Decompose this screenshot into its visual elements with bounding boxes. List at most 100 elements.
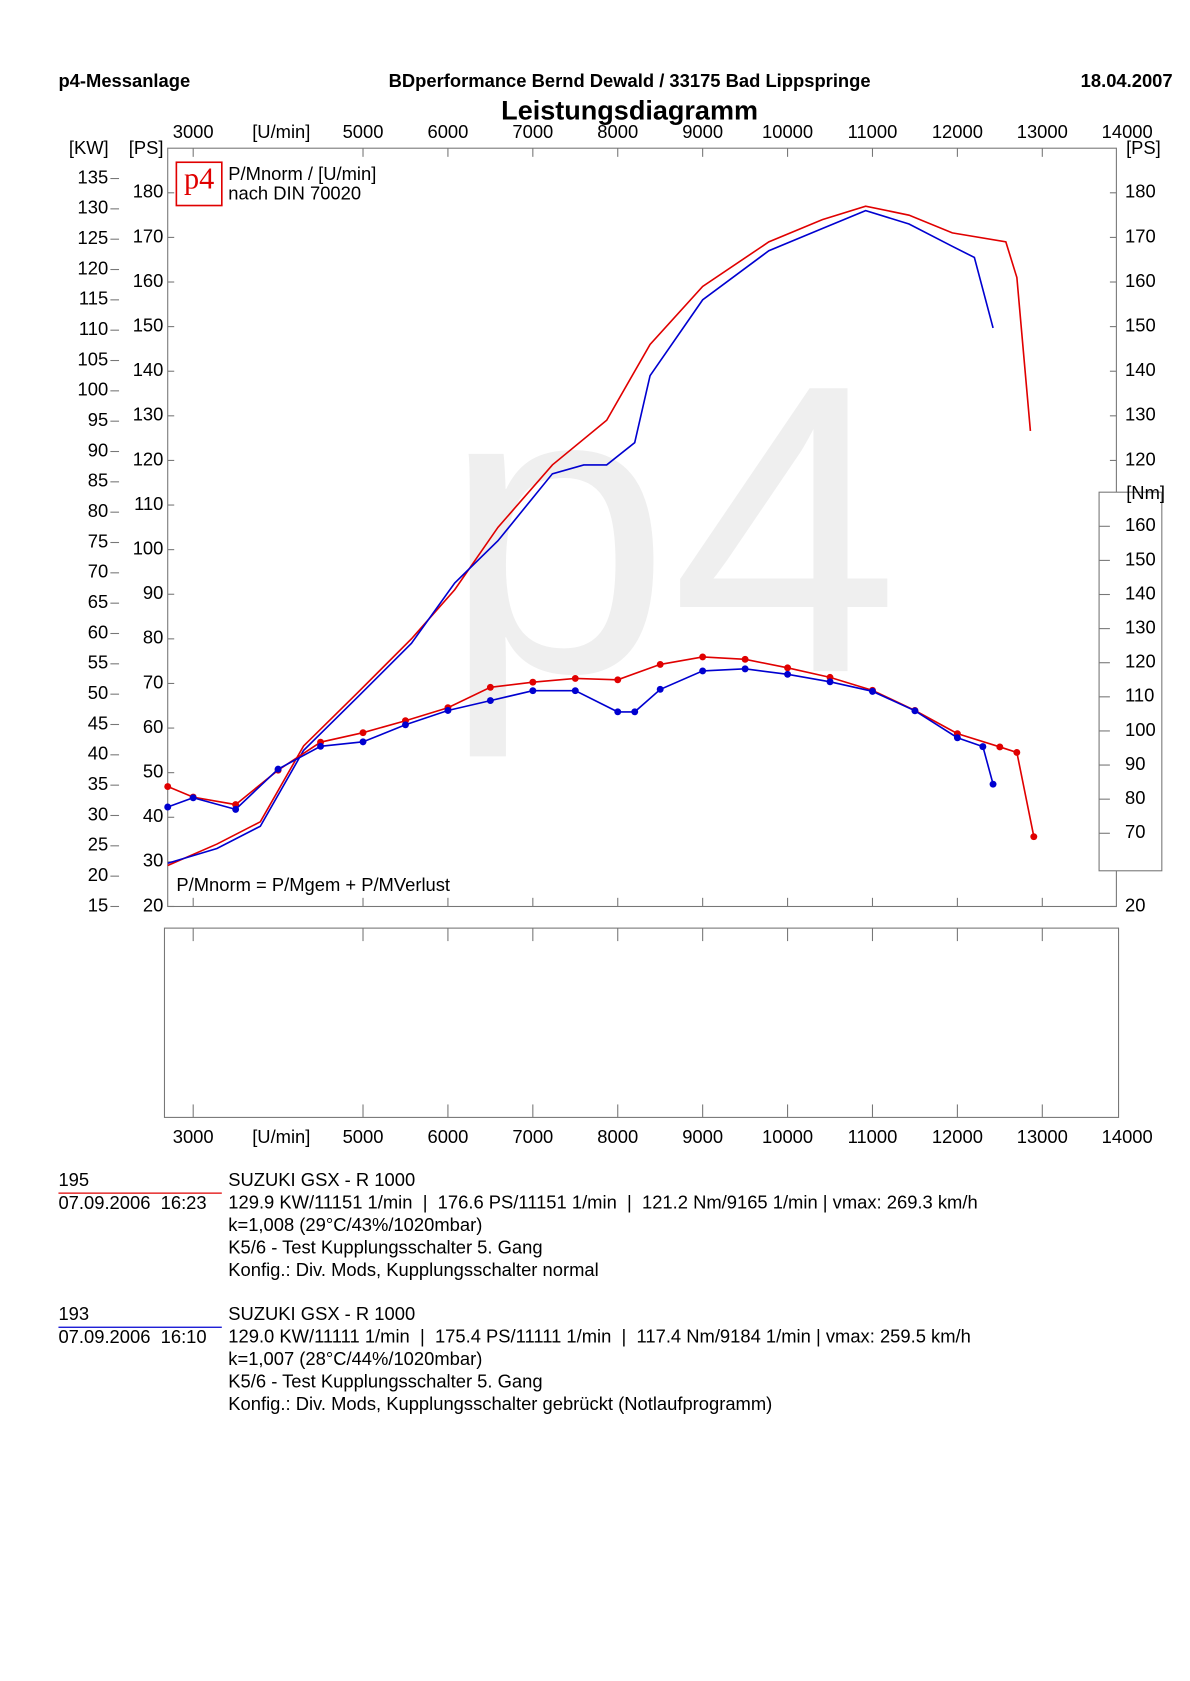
- y2-tick-label: 80: [1125, 787, 1145, 808]
- y-tick-label: 60: [143, 716, 163, 737]
- kw-tick-label: 125: [78, 227, 109, 248]
- y-tick-label: 180: [133, 181, 164, 202]
- record-line: SUZUKI GSX - R 1000: [228, 1303, 415, 1324]
- header-left: p4-Messanlage: [58, 70, 190, 91]
- x-tick-label: 5000: [343, 121, 384, 142]
- y-tick-label: 140: [133, 359, 164, 380]
- x-tick-label: 8000: [597, 121, 638, 142]
- header-center: BDperformance Bernd Dewald / 33175 Bad L…: [389, 70, 871, 91]
- kw-tick-label: 45: [88, 712, 108, 733]
- kw-tick-label: 55: [88, 652, 108, 673]
- y-tick-label-right: 170: [1125, 225, 1156, 246]
- kw-tick-label: 95: [88, 409, 108, 430]
- record-line: K5/6 - Test Kupplungsschalter 5. Gang: [228, 1237, 542, 1258]
- point: [699, 653, 707, 661]
- record-datetime: 07.09.2006 16:10: [58, 1326, 206, 1347]
- record-line: K5/6 - Test Kupplungsschalter 5. Gang: [228, 1371, 542, 1392]
- y-tick-label-right: 130: [1125, 404, 1156, 425]
- y-tick-label: 70: [143, 671, 163, 692]
- y-tick-label: 90: [143, 582, 163, 603]
- x-tick-label: 6000: [427, 121, 468, 142]
- point: [996, 743, 1004, 751]
- record-line: 129.0 KW/11111 1/min | 175.4 PS/11111 1/…: [228, 1326, 971, 1347]
- record-line: 129.9 KW/11151 1/min | 176.6 PS/11151 1/…: [228, 1192, 977, 1213]
- y2-tick-label: 130: [1125, 616, 1156, 637]
- point: [1013, 748, 1021, 756]
- point: [486, 683, 494, 691]
- point: [614, 708, 622, 716]
- kw-tick-label: 135: [78, 166, 109, 187]
- kw-tick-label: 20: [88, 864, 108, 885]
- point: [232, 801, 240, 809]
- y-tick-label-right: 180: [1125, 181, 1156, 202]
- kw-tick-label: 35: [88, 773, 108, 794]
- logo-box: [175, 161, 223, 207]
- y2-tick-label: 120: [1125, 651, 1156, 672]
- y-tick-label: 30: [143, 850, 163, 871]
- point: [402, 721, 409, 729]
- record-id: 193: [58, 1303, 89, 1324]
- y-tick-label: 170: [133, 225, 164, 246]
- kw-tick-label: 110: [79, 318, 108, 339]
- kw-tick-label: 40: [88, 743, 108, 764]
- x-tick-label: 8000: [597, 1126, 638, 1147]
- point: [741, 655, 749, 663]
- x-tick-label: 7000: [512, 1126, 553, 1147]
- header-right: 18.04.2007: [1081, 70, 1173, 91]
- point: [826, 678, 834, 686]
- x-tick-label: 9000: [682, 1126, 723, 1147]
- series-line: [167, 209, 994, 864]
- record-line: k=1,008 (29°C/43%/1020mbar): [228, 1214, 482, 1235]
- legend-text: nach DIN 70020: [228, 183, 361, 204]
- y2-tick-label: 150: [1125, 548, 1156, 569]
- point: [784, 670, 792, 678]
- y-tick-label: 40: [143, 805, 163, 826]
- x-tick-label: 11000: [848, 1126, 898, 1147]
- point: [631, 708, 639, 716]
- record-datetime: 07.09.2006 16:23: [58, 1192, 206, 1213]
- point: [317, 742, 325, 750]
- kw-tick-label: 120: [78, 257, 109, 278]
- kw-axis-label: [KW]: [69, 137, 109, 158]
- x-tick-label: 9000: [682, 121, 723, 142]
- record-line: SUZUKI GSX - R 1000: [228, 1169, 415, 1190]
- record-line: Konfig.: Div. Mods, Kupplungsschalter no…: [228, 1259, 598, 1280]
- point: [741, 665, 749, 673]
- point: [953, 734, 961, 742]
- point: [911, 707, 919, 715]
- kw-tick-label: 30: [88, 803, 108, 824]
- kw-tick-label: 60: [88, 621, 108, 642]
- logo: p4: [184, 162, 214, 196]
- watermark: p4: [442, 300, 899, 761]
- y-tick-label: 110: [134, 493, 163, 514]
- y-tick-label-right: 140: [1125, 359, 1156, 380]
- x-tick-label: 5000: [343, 1126, 384, 1147]
- x-tick-label: 11000: [848, 121, 898, 142]
- y-tick-label-right: 20: [1125, 894, 1145, 915]
- x-tick-label: 14000: [1102, 1126, 1153, 1147]
- kw-tick-label: 15: [88, 894, 108, 915]
- kw-tick-label: 80: [88, 500, 108, 521]
- nm-axis-box: [1098, 491, 1163, 872]
- kw-tick-label: 70: [88, 561, 108, 582]
- x-tick-label: 14000: [1102, 121, 1153, 142]
- y-axis-label-right: [PS]: [1126, 137, 1161, 158]
- lower-panel: [163, 927, 1120, 1118]
- annotation: P/Mnorm = P/Mgem + P/MVerlust: [176, 874, 450, 895]
- point: [979, 743, 987, 751]
- y2-axis-label: [Nm]: [1126, 482, 1165, 503]
- kw-tick-label: 100: [78, 379, 109, 400]
- point: [869, 687, 876, 695]
- point: [656, 660, 664, 668]
- point: [1030, 833, 1038, 841]
- kw-tick-label: 50: [88, 682, 108, 703]
- kw-tick-label: 25: [88, 834, 108, 855]
- y-tick-label: 50: [143, 761, 163, 782]
- x-tick-label: 13000: [1017, 121, 1068, 142]
- point: [274, 765, 282, 773]
- x-tick-label: 12000: [932, 121, 983, 142]
- x-tick-label: 13000: [1017, 1126, 1068, 1147]
- x-tick-label: 6000: [427, 1126, 468, 1147]
- y-tick-label: 130: [133, 404, 164, 425]
